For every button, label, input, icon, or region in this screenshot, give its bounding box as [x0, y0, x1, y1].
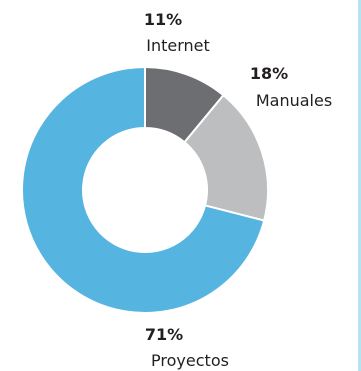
slice-value-internet: 11% [144, 10, 182, 29]
slice-name-internet: Internet [146, 36, 210, 55]
slice-manuales [183, 93, 269, 222]
slice-value-proyectos: 71% [145, 325, 183, 344]
slice-name-proyectos: Proyectos [151, 351, 229, 370]
donut-slices [21, 65, 269, 314]
slice-label-internet: 11% Internet [144, 10, 210, 55]
slice-name-manuales: Manuales [256, 91, 332, 110]
right-border [358, 0, 361, 371]
slice-proyectos [21, 65, 266, 314]
slice-value-manuales: 18% [250, 64, 288, 83]
slice-label-proyectos: 71% Proyectos [145, 325, 229, 370]
slice-label-manuales: 18% Manuales [250, 64, 332, 110]
